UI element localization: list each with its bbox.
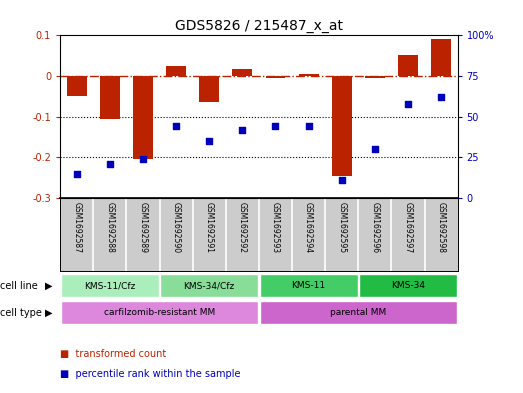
Text: ▶: ▶ [45, 308, 52, 318]
Text: KMS-34/Cfz: KMS-34/Cfz [184, 281, 235, 290]
Text: ■  percentile rank within the sample: ■ percentile rank within the sample [60, 369, 241, 378]
Bar [160, 274, 258, 298]
Bar [299, 74, 319, 76]
Text: ▶: ▶ [45, 281, 52, 291]
Text: parental MM: parental MM [330, 308, 386, 317]
Text: carfilzomib-resistant MM: carfilzomib-resistant MM [104, 308, 215, 317]
Bar [61, 274, 159, 298]
Text: GSM1692592: GSM1692592 [238, 202, 247, 253]
Text: cell line: cell line [0, 281, 38, 291]
Point [205, 138, 213, 144]
Bar [100, 76, 120, 119]
Bar [431, 39, 451, 76]
Bar [259, 274, 358, 298]
Bar [67, 76, 87, 95]
Point [371, 146, 379, 152]
Text: KMS-11: KMS-11 [291, 281, 326, 290]
Bar [133, 76, 153, 160]
Point [238, 127, 246, 133]
Bar [259, 301, 457, 324]
Text: cell type: cell type [0, 308, 42, 318]
Point [106, 161, 114, 167]
Text: GSM1692591: GSM1692591 [204, 202, 214, 253]
Bar [332, 76, 351, 176]
Bar [61, 301, 258, 324]
Text: KMS-34: KMS-34 [391, 281, 425, 290]
Bar [199, 76, 219, 103]
Text: GSM1692598: GSM1692598 [437, 202, 446, 253]
Text: GSM1692589: GSM1692589 [139, 202, 147, 253]
Bar [359, 274, 457, 298]
Point [73, 171, 81, 177]
Text: GSM1692588: GSM1692588 [105, 202, 115, 253]
Point [139, 156, 147, 162]
Text: GSM1692593: GSM1692593 [271, 202, 280, 253]
Point [172, 123, 180, 130]
Text: GSM1692597: GSM1692597 [403, 202, 413, 253]
Text: GSM1692596: GSM1692596 [370, 202, 379, 253]
Text: GSM1692590: GSM1692590 [172, 202, 180, 253]
Point [304, 123, 313, 130]
Bar [232, 69, 252, 76]
Text: GSM1692594: GSM1692594 [304, 202, 313, 253]
Bar [166, 66, 186, 76]
Point [337, 177, 346, 183]
Text: KMS-11/Cfz: KMS-11/Cfz [84, 281, 135, 290]
Text: GSM1692587: GSM1692587 [72, 202, 81, 253]
Text: GSM1692595: GSM1692595 [337, 202, 346, 253]
Title: GDS5826 / 215487_x_at: GDS5826 / 215487_x_at [175, 19, 343, 33]
Bar [398, 55, 418, 76]
Point [437, 94, 445, 100]
Bar [365, 76, 385, 78]
Point [271, 123, 280, 130]
Point [404, 101, 412, 107]
Bar [266, 76, 286, 78]
Text: ■  transformed count: ■ transformed count [60, 349, 166, 359]
